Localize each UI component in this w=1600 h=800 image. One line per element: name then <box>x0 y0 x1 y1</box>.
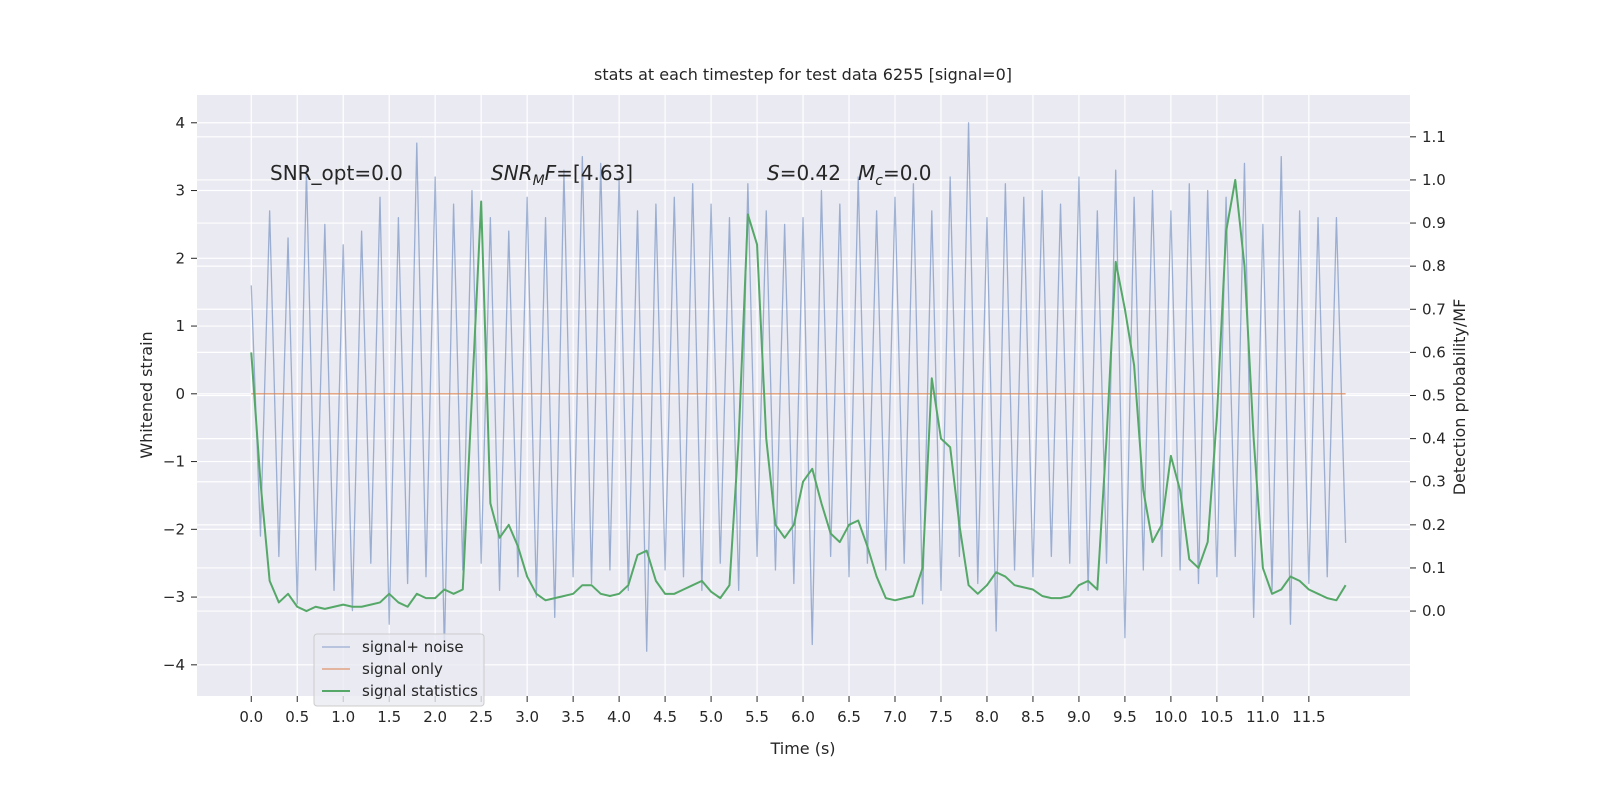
x-tick-label: 2.0 <box>423 708 447 726</box>
annotation-part: =0.42 <box>780 161 841 185</box>
y2-tick-label: 1.0 <box>1422 171 1446 189</box>
y2-tick-label: 0.3 <box>1422 473 1446 491</box>
y-tick-label: −2 <box>163 520 185 538</box>
annotation-part: F <box>545 161 557 185</box>
y-tick-label: 0 <box>175 385 185 403</box>
x-tick-label: 8.0 <box>975 708 999 726</box>
x-tick-label: 4.5 <box>653 708 677 726</box>
y2-tick-label: 0.6 <box>1422 343 1446 361</box>
x-axis-label: Time (s) <box>769 739 835 758</box>
y2-tick-label: 0.7 <box>1422 300 1446 318</box>
annotation-part: M <box>858 161 875 185</box>
y2-tick-label: 0.4 <box>1422 430 1446 448</box>
x-tick-label: 9.5 <box>1113 708 1137 726</box>
x-tick-label: 4.0 <box>607 708 631 726</box>
annotation-part: =0.0 <box>883 161 932 185</box>
x-tick-label: 10.0 <box>1154 708 1187 726</box>
x-tick-label: 10.5 <box>1200 708 1233 726</box>
annotation-part: SNR_opt=0.0 <box>270 161 403 185</box>
legend-label: signal statistics <box>362 682 478 700</box>
y-axis-label: Whitened strain <box>137 331 156 458</box>
annotation-part: =[4.63] <box>556 161 633 185</box>
y2-tick-label: 0.5 <box>1422 387 1446 405</box>
y-tick-label: −3 <box>163 588 185 606</box>
x-tick-label: 6.5 <box>837 708 861 726</box>
annotation: S=0.42 <box>767 161 841 185</box>
annotation-part: SNR <box>491 161 533 185</box>
y-tick-label: −1 <box>163 453 185 471</box>
x-tick-label: 5.5 <box>745 708 769 726</box>
legend: signal+ noise signal only signal statistic… <box>313 633 485 707</box>
x-tick-label: 11.0 <box>1246 708 1279 726</box>
chart-title: stats at each timestep for test data 625… <box>594 65 1012 84</box>
annotation: SNRMF=[4.63] <box>491 161 633 189</box>
legend-box <box>313 633 485 707</box>
annotation: SNR_opt=0.0 <box>270 161 403 185</box>
y2-tick-label: 0.2 <box>1422 516 1446 534</box>
annotation-part: S <box>767 161 780 185</box>
x-tick-label: 3.5 <box>561 708 585 726</box>
x-tick-label: 1.0 <box>331 708 355 726</box>
x-tick-label: 9.0 <box>1067 708 1091 726</box>
annotation-part: M <box>533 173 545 189</box>
series-line <box>250 178 1347 613</box>
annotation-part: c <box>875 173 883 189</box>
x-tick-label: 8.5 <box>1021 708 1045 726</box>
legend-label: signal+ noise <box>362 638 464 656</box>
y-tick-label: 4 <box>175 114 185 132</box>
x-tick-label: 7.0 <box>883 708 907 726</box>
annotation: Mc=0.0 <box>858 161 932 189</box>
y-tick-label: −4 <box>163 656 185 674</box>
y-tick-label: 2 <box>175 249 185 267</box>
x-tick-label: 11.5 <box>1292 708 1325 726</box>
y2-tick-label: 0.8 <box>1422 257 1446 275</box>
y2-tick-label: 0.1 <box>1422 559 1446 577</box>
series-line <box>250 122 1347 652</box>
ticks: 0.0 0.5 1.0 1.5 2.0 2.5 3.0 3.5 4.0 4.5 5.0 5.5 6.0 6… <box>163 114 1446 726</box>
legend-label: signal only <box>362 660 443 678</box>
x-tick-label: 7.5 <box>929 708 953 726</box>
y-tick-label: 1 <box>175 317 185 335</box>
y2-axis-label: Detection probability/MF <box>1450 299 1469 496</box>
x-tick-label: 6.0 <box>791 708 815 726</box>
y2-tick-label: 0.9 <box>1422 214 1446 232</box>
x-tick-label: 0.0 <box>239 708 263 726</box>
x-tick-label: 2.5 <box>469 708 493 726</box>
x-tick-label: 3.0 <box>515 708 539 726</box>
y2-tick-label: 1.1 <box>1422 128 1446 146</box>
y-tick-label: 3 <box>175 182 185 200</box>
x-tick-label: 0.5 <box>285 708 309 726</box>
x-tick-label: 1.5 <box>377 708 401 726</box>
x-tick-label: 5.0 <box>699 708 723 726</box>
y2-tick-label: 0.0 <box>1422 602 1446 620</box>
